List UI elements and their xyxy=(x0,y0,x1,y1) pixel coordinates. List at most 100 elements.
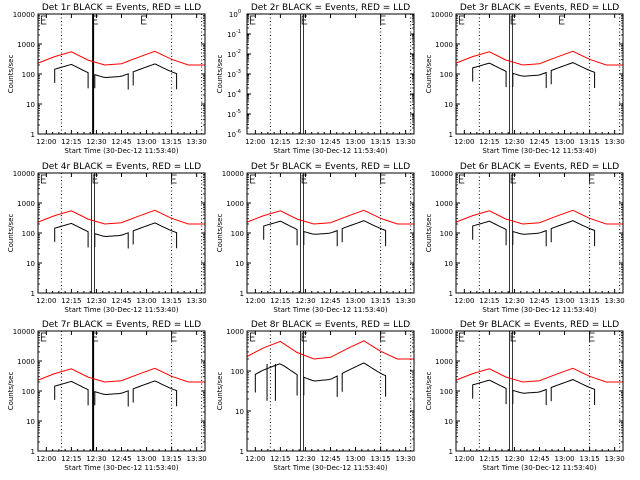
y-tick-label: 1000 xyxy=(17,358,35,366)
events-series-line xyxy=(472,379,507,405)
panel-title: Det 4r BLACK = Events, RED = LLD xyxy=(42,162,201,172)
panel-det-4: Det 4r BLACK = Events, RED = LLD Counts/s… xyxy=(7,162,207,314)
event-flag-marker xyxy=(589,332,595,342)
lld-series-line xyxy=(455,50,623,66)
panel-title: Det 5r BLACK = Events, RED = LLD xyxy=(251,162,410,172)
plot-frame xyxy=(455,330,624,452)
y-tick-label: 10-4 xyxy=(227,89,241,99)
event-flag-marker xyxy=(92,174,99,184)
x-tick-label: 12:15 xyxy=(61,138,81,146)
events-series-line xyxy=(132,222,178,249)
y-tick-label: 10000 xyxy=(13,11,35,19)
x-tick-label: 13:30 xyxy=(187,455,207,463)
events-series-line xyxy=(54,63,89,89)
lld-series-line xyxy=(37,367,205,383)
x-tick-label: 13:15 xyxy=(580,297,600,305)
y-tick-label: 1 xyxy=(31,290,35,298)
y-axis-label: Counts/sec xyxy=(425,214,433,253)
plot-frame xyxy=(37,330,206,452)
plot-frame xyxy=(246,172,415,294)
x-tick-label: 12:15 xyxy=(479,297,499,305)
panel-title: Det 8r BLACK = Events, RED = LLD xyxy=(251,320,410,330)
x-tick-label: 12:45 xyxy=(529,138,549,146)
x-tick-label: 13:00 xyxy=(136,455,156,463)
x-tick-label: 13:15 xyxy=(580,138,600,146)
y-tick-label: 1000 xyxy=(435,41,453,49)
x-tick-label: 12:45 xyxy=(320,297,340,305)
event-flag-marker xyxy=(92,15,99,25)
event-flag-marker xyxy=(589,174,595,184)
y-tick-label: 10000 xyxy=(431,170,453,178)
event-flag-marker xyxy=(141,15,147,25)
event-flag-marker xyxy=(249,15,256,25)
y-tick-label: 100 xyxy=(440,230,453,238)
x-tick-label: 12:30 xyxy=(86,455,106,463)
x-tick-label: 13:15 xyxy=(371,455,391,463)
events-series-line xyxy=(54,222,89,248)
y-tick-label: 10-5 xyxy=(227,109,241,119)
x-tick-label: 12:30 xyxy=(295,138,315,146)
y-axis-label: Counts/sec xyxy=(216,214,224,253)
y-tick-label: 100 xyxy=(229,9,241,19)
event-flag-marker xyxy=(458,15,465,25)
event-flag-marker xyxy=(458,332,465,342)
x-tick-label: 12:30 xyxy=(504,297,524,305)
x-tick-label: 13:00 xyxy=(554,138,574,146)
y-axis-label: Counts/sec xyxy=(7,372,15,411)
x-tick-label: 13:30 xyxy=(187,138,207,146)
x-tick-label: 12:45 xyxy=(529,455,549,463)
x-tick-label: 13:00 xyxy=(554,297,574,305)
events-series-line xyxy=(263,220,298,246)
events-series-line xyxy=(254,363,298,396)
y-tick-label: 10 xyxy=(26,418,35,426)
y-tick-label: 10 xyxy=(444,418,453,426)
y-tick-label: 10 xyxy=(235,408,244,416)
x-axis-label: Start Time (30-Dec-12 11:53:40) xyxy=(64,147,178,155)
y-tick-label: 100 xyxy=(22,388,35,396)
x-tick-label: 13:15 xyxy=(580,455,600,463)
x-tick-label: 12:30 xyxy=(504,455,524,463)
events-series-line xyxy=(512,388,547,406)
x-tick-label: 12:30 xyxy=(295,297,315,305)
y-tick-label: 100 xyxy=(22,71,35,79)
x-axis-label: Start Time (30-Dec-12 11:53:40) xyxy=(64,306,178,314)
x-tick-label: 13:00 xyxy=(136,138,156,146)
x-tick-label: 12:45 xyxy=(111,297,131,305)
y-tick-label: 10 xyxy=(26,260,35,268)
y-tick-label: 10 xyxy=(444,101,453,109)
x-tick-label: 12:00 xyxy=(36,455,56,463)
y-tick-label: 1 xyxy=(240,290,244,298)
x-tick-label: 13:30 xyxy=(396,297,416,305)
y-tick-label: 1000 xyxy=(435,358,453,366)
x-tick-label: 12:15 xyxy=(479,138,499,146)
event-flag-marker xyxy=(171,174,177,184)
y-axis-label: Counts/sec xyxy=(216,372,224,411)
x-axis-label: Start Time (30-Dec-12 11:53:40) xyxy=(273,464,387,472)
plot-frame xyxy=(37,172,206,294)
x-tick-label: 12:15 xyxy=(61,455,81,463)
panel-det-8: Det 8r BLACK = Events, RED = LLD Counts/s… xyxy=(216,320,416,472)
events-series-line xyxy=(132,380,178,407)
x-tick-label: 12:30 xyxy=(504,138,524,146)
x-tick-label: 12:15 xyxy=(270,455,290,463)
events-series-line xyxy=(472,62,507,88)
event-flag-marker xyxy=(510,332,517,342)
x-tick-label: 13:30 xyxy=(396,455,416,463)
x-axis-label: Start Time (30-Dec-12 11:53:40) xyxy=(273,306,387,314)
x-tick-label: 12:00 xyxy=(454,138,474,146)
panel-title: Det 7r BLACK = Events, RED = LLD xyxy=(42,320,201,330)
panel-det-1: Det 1r BLACK = Events, RED = LLD Counts/s… xyxy=(7,3,207,155)
y-tick-label: 1 xyxy=(31,448,35,456)
y-tick-label: 1 xyxy=(240,448,244,456)
event-flag-marker xyxy=(510,174,517,184)
events-series-line xyxy=(550,62,596,88)
events-series-line xyxy=(341,362,387,397)
x-tick-label: 12:00 xyxy=(454,297,474,305)
events-series-line xyxy=(512,71,547,89)
y-tick-label: 1000 xyxy=(226,200,244,208)
y-tick-label: 100 xyxy=(440,388,453,396)
x-tick-label: 12:15 xyxy=(479,455,499,463)
x-tick-label: 12:00 xyxy=(454,455,474,463)
x-tick-label: 12:00 xyxy=(245,297,265,305)
